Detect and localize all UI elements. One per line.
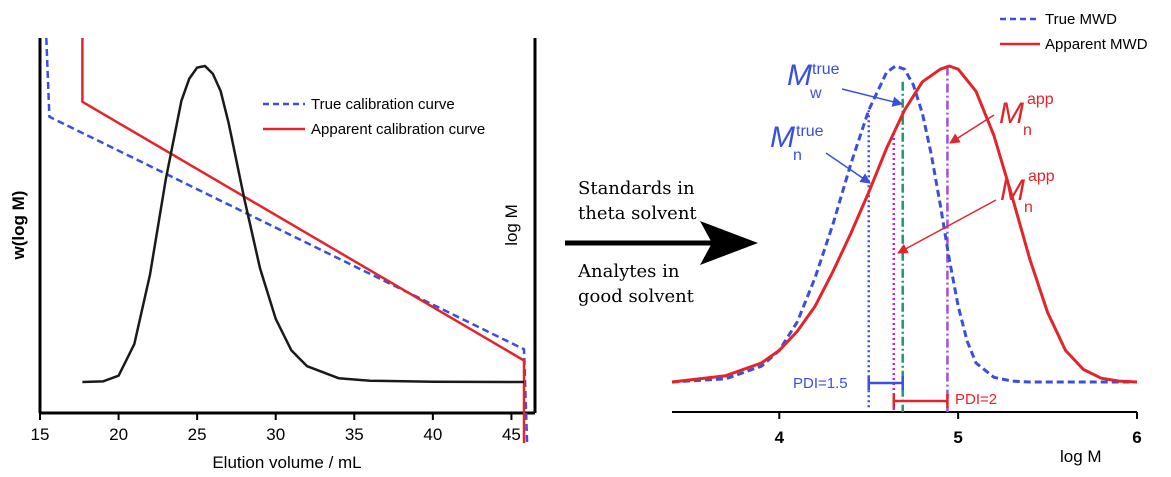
left-x-axis-label: Elution volume / mL — [212, 453, 361, 472]
middle-transition: Standards in theta solvent Analytes in g… — [565, 178, 758, 307]
right-chart: 4 5 6 log M True MWD Apparent MWD M w true… — [671, 11, 1148, 466]
svg-text:n: n — [793, 147, 802, 164]
svg-text:M: M — [999, 97, 1024, 130]
right-series-group — [671, 64, 1138, 384]
svg-text:M: M — [787, 59, 812, 92]
middle-text-top-line2: theta solvent — [578, 203, 697, 224]
left-x-ticks: 15 20 25 30 35 40 45 — [31, 413, 521, 444]
left-x-tick-label: 40 — [423, 425, 442, 444]
left-series-group — [45, 37, 529, 444]
left-x-tick-label: 45 — [502, 425, 521, 444]
middle-text-bottom-line2: good solvent — [578, 286, 695, 307]
left-x-tick-label: 30 — [266, 425, 285, 444]
right-x-axis-label: log M — [1060, 447, 1102, 466]
svg-text:w: w — [809, 85, 822, 102]
pdi-app-bracket: PDI=2 — [892, 391, 997, 408]
svg-text:true: true — [812, 61, 840, 78]
left-x-tick-label: 15 — [31, 425, 50, 444]
label-mn-true: M n true — [770, 121, 824, 164]
pointer-mw-true — [841, 88, 904, 107]
apparent-mwd-line — [671, 64, 1138, 384]
left-x-tick-label: 35 — [345, 425, 364, 444]
left-x-tick-label: 20 — [109, 425, 128, 444]
middle-text-top-line1: Standards in — [578, 178, 695, 199]
pdi-true-bracket: PDI=1.5 — [793, 375, 904, 392]
left-chart: 15 20 25 30 35 40 45 Elution volume / mL w(log… — [9, 37, 537, 472]
label-mn-app-upper: M n app — [999, 91, 1054, 139]
pdi-app-label: PDI=2 — [955, 391, 997, 408]
left-y-axis-label: w(log M) — [9, 191, 28, 261]
left-legend: True calibration curve Apparent calibrat… — [263, 96, 485, 138]
pointer-mn-true — [825, 152, 871, 184]
svg-text:true: true — [796, 123, 824, 140]
svg-text:n: n — [1023, 122, 1032, 139]
apparent-calibration-line — [81, 38, 526, 443]
pdi-true-label: PDI=1.5 — [793, 375, 848, 392]
right-x-ticks: 4 5 6 — [775, 412, 1142, 447]
svg-text:app: app — [1027, 91, 1054, 108]
label-mw-true: M w true — [787, 59, 840, 102]
middle-text-bottom-line1: Analytes in — [577, 261, 680, 282]
legend-apparent-mwd-label: Apparent MWD — [1045, 36, 1148, 53]
svg-text:M: M — [1000, 174, 1025, 207]
legend-true-calibration-label: True calibration curve — [311, 96, 455, 113]
right-x-tick-label: 5 — [953, 428, 962, 447]
left-right-axis-label: log M — [502, 204, 521, 246]
legend-true-mwd-label: True MWD — [1045, 11, 1117, 28]
svg-text:M: M — [770, 121, 795, 154]
true-mwd-line — [671, 64, 1137, 384]
right-x-tick-label: 6 — [1132, 428, 1141, 447]
pointer-mn-app-upper — [949, 114, 995, 144]
big-arrow-head-icon — [700, 221, 758, 265]
pointer-mn-app-lower — [897, 199, 997, 254]
elution-peak-line — [82, 64, 524, 384]
svg-text:n: n — [1024, 199, 1033, 216]
svg-text:app: app — [1028, 168, 1055, 185]
right-average-markers — [867, 66, 949, 412]
true-calibration-line — [45, 37, 529, 444]
right-x-tick-label: 4 — [775, 428, 785, 447]
label-mn-app-lower: M n app — [1000, 168, 1055, 216]
legend-apparent-calibration-label: Apparent calibration curve — [311, 121, 485, 138]
left-x-tick-label: 25 — [188, 425, 207, 444]
right-legend: True MWD Apparent MWD — [1000, 11, 1148, 53]
